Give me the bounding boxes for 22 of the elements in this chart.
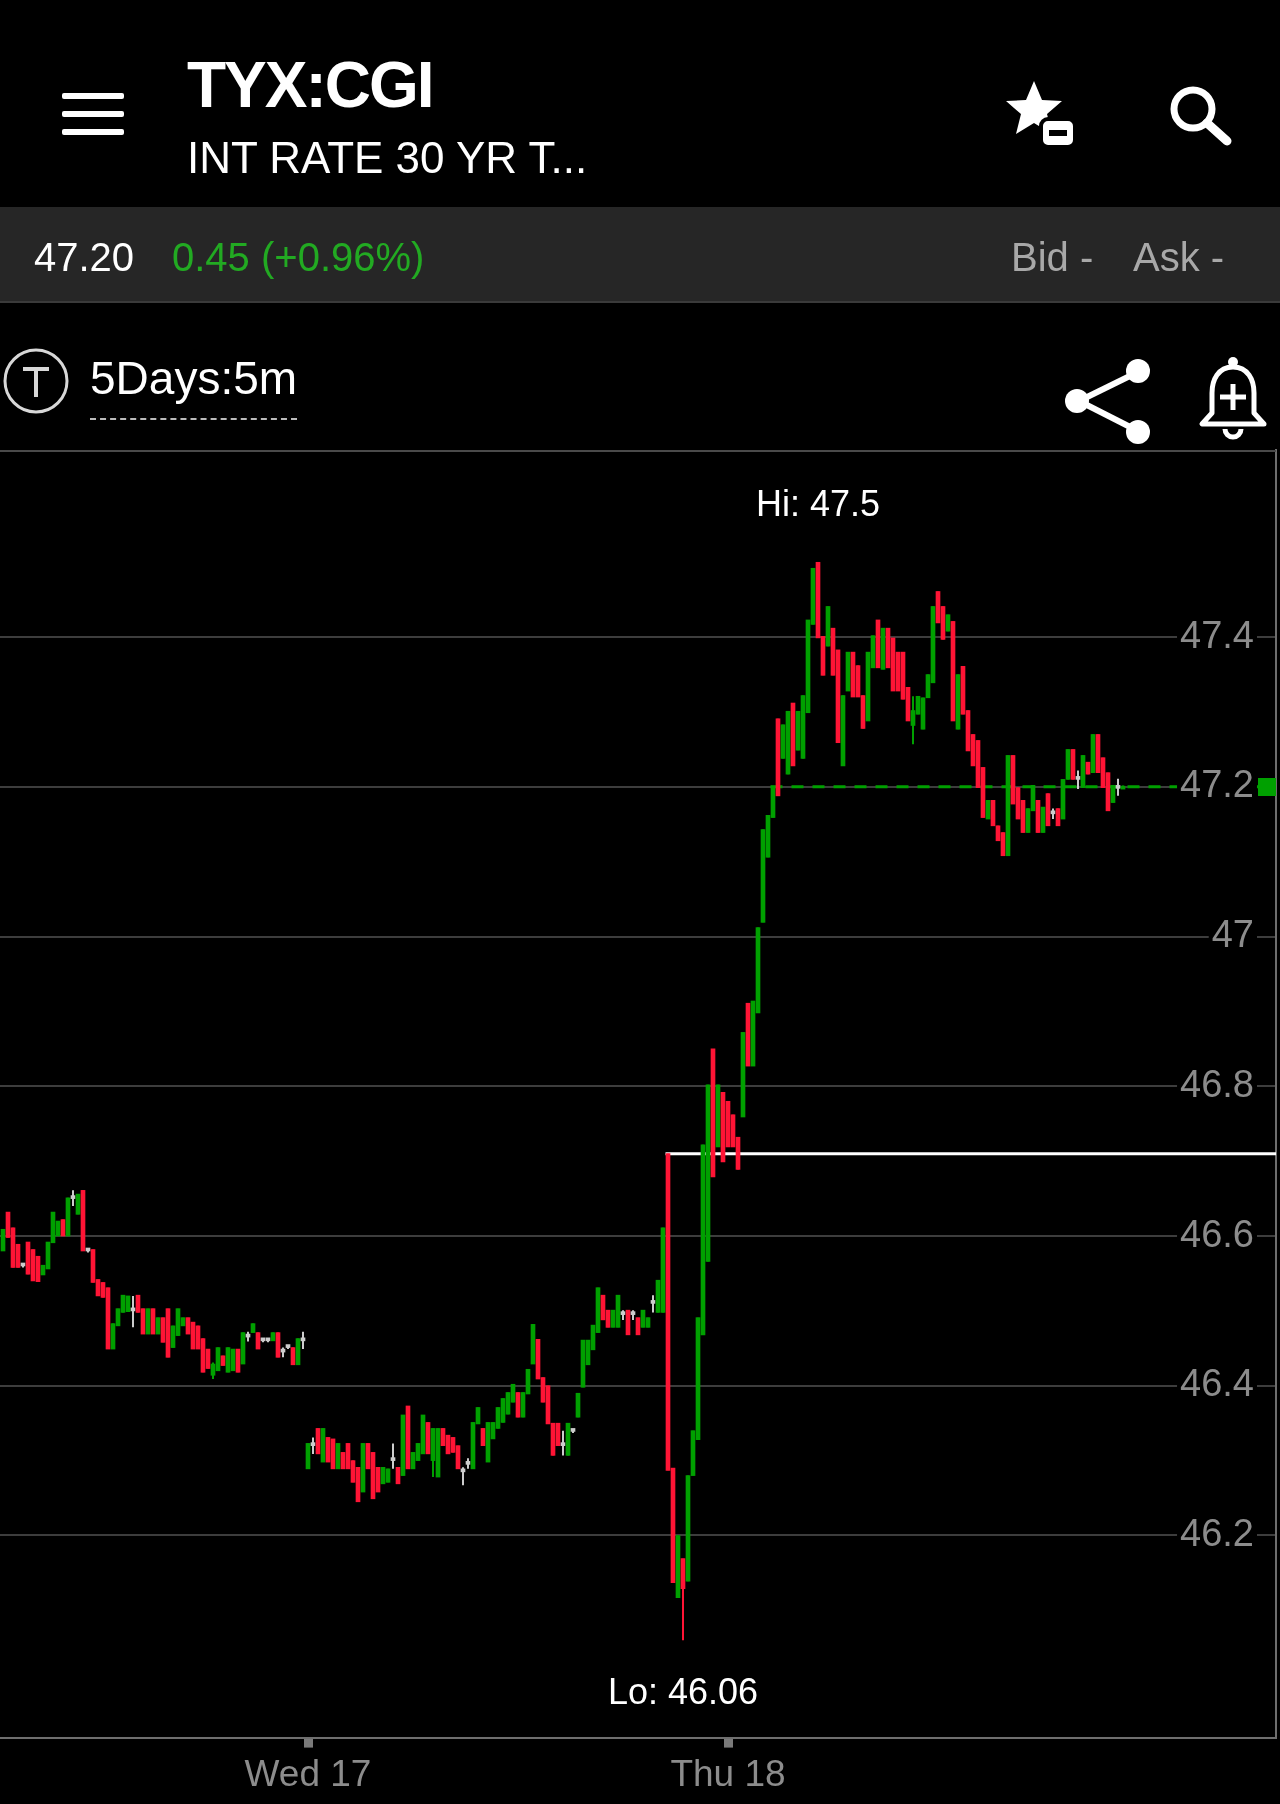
annotation: Lo: 46.06	[607, 1671, 759, 1713]
text: 5Days:5m	[90, 352, 298, 420]
text: 0.45 (+0.96%)	[172, 234, 425, 280]
candlestick	[230, 1348, 236, 1372]
text: Bid -	[1011, 234, 1094, 280]
y-tick-label: 46.6	[1180, 1212, 1254, 1255]
annotation: Hi: 47.5	[755, 483, 881, 525]
chart-subtitle: INT RATE 30 YR T...	[187, 133, 588, 183]
candlestick	[1075, 769, 1081, 791]
y-tick-label: 47.4	[1180, 613, 1254, 656]
y-tick-label: 46.4	[1180, 1362, 1254, 1405]
text: 47.20	[34, 234, 135, 280]
candlestick	[390, 1442, 396, 1470]
y-tick-label: 46.8	[1180, 1062, 1254, 1105]
x-tick-label: Wed 17	[244, 1753, 372, 1794]
y-tick-label: 47	[1211, 913, 1254, 956]
y-tick-label: 47.2	[1180, 763, 1254, 806]
x-tick-label: Thu 18	[670, 1753, 786, 1794]
y-tick-label: 46.2	[1180, 1511, 1254, 1554]
chart-title: TYX:CGI	[187, 49, 433, 121]
candlestick	[560, 1429, 566, 1457]
text: Ask -	[1133, 234, 1225, 280]
